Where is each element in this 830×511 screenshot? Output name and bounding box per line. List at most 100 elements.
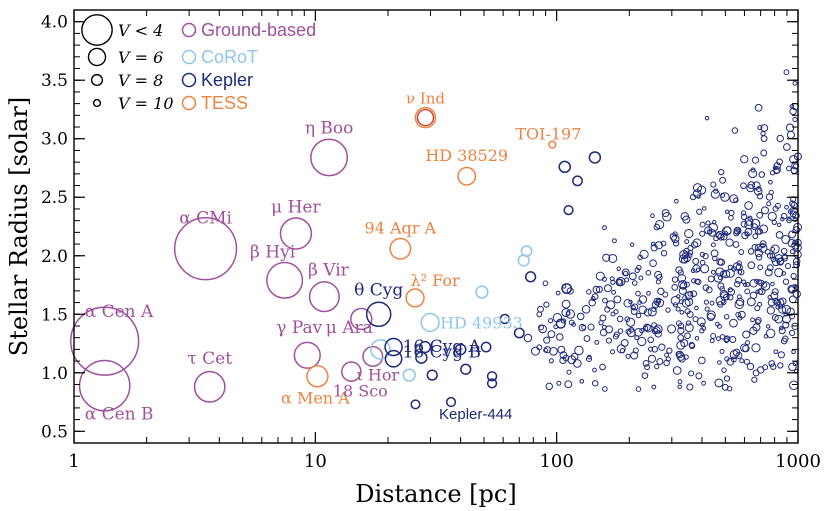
kepler-field-point [616, 315, 624, 323]
y-tick-label: 2.5 [41, 188, 68, 208]
kepler-field-point [585, 355, 593, 363]
corot-point [370, 339, 391, 360]
kepler-field-point [775, 304, 781, 310]
kepler-field-point [677, 334, 685, 341]
16-cyg-b-point [384, 349, 403, 368]
kepler-field-point [656, 297, 662, 303]
kepler-field-point [543, 301, 550, 308]
kepler-field-point [629, 242, 635, 247]
kepler-field-point [742, 282, 748, 288]
kepler-field-point [773, 349, 779, 355]
kepler-field-point [710, 332, 717, 339]
kepler-field-point [788, 362, 797, 372]
kepler-field-point [759, 240, 767, 248]
legend-color-label-tess: TESS [201, 93, 248, 113]
kepler-field-point [684, 332, 691, 340]
legend-size-label-2: V = 8 [118, 71, 163, 90]
hd-38529-label: HD 38529 [425, 146, 508, 165]
kepler-field-point [694, 278, 700, 285]
kepler-field-point [762, 364, 769, 371]
kepler-field-point [677, 326, 685, 335]
16-cyg-a-label: 16 Cyg A [403, 337, 482, 357]
kepler-field-point [720, 192, 726, 198]
kepler-field-point [612, 333, 619, 340]
kepler-field-point [622, 270, 629, 277]
kepler-field-point [601, 276, 608, 282]
kepler-point [561, 283, 573, 294]
kepler-field-point [626, 328, 636, 338]
kepler-field-point [724, 356, 730, 362]
kepler-field-point [744, 201, 753, 210]
kepler-field-point [746, 297, 756, 307]
kepler-field-point [760, 206, 769, 215]
kepler-field-point [599, 328, 608, 337]
x-tick-label: 1000 [775, 451, 821, 472]
kepler-field-point [792, 216, 798, 222]
kepler-field-point [765, 324, 771, 329]
kepler-field-point [755, 289, 760, 294]
kepler-field-point [740, 182, 747, 190]
kepler-field-point [623, 299, 632, 308]
kepler-field-point [761, 282, 768, 288]
kepler-field-point [637, 300, 642, 305]
kepler-field-point [662, 212, 672, 222]
kepler-field-point [733, 226, 742, 235]
kepler-field-point [683, 354, 689, 360]
16-cyg-a-point [384, 337, 403, 357]
kepler-field-point [595, 286, 603, 294]
legend: V < 4 V = 6 V = 8 V = 10 Ground-based CoRoT Ke… [81, 14, 316, 113]
kepler-field-point [611, 238, 617, 244]
kepler-field-point [792, 211, 800, 220]
kepler-field-point [751, 156, 760, 164]
kepler-field-point [616, 344, 626, 354]
kepler-field-point [715, 295, 726, 306]
kepler-field-point [616, 266, 622, 272]
hyi-point [266, 261, 304, 299]
kepler-field-point [766, 252, 774, 259]
kepler-field-point [665, 307, 671, 313]
kepler-field-point [729, 349, 739, 360]
kepler-field-point [547, 318, 554, 324]
kepler-point [460, 363, 472, 375]
kepler-field-point [556, 333, 564, 341]
kepler-field-point [754, 318, 761, 325]
kepler-field-point [769, 170, 776, 176]
kepler-field-point [555, 290, 561, 296]
kepler-field-point [781, 271, 787, 276]
boo-point [310, 138, 349, 177]
vir-point [308, 281, 340, 313]
kepler-field-point [690, 290, 698, 298]
kepler-field-point [655, 273, 663, 281]
kepler-field-point [717, 360, 722, 365]
kepler-field-point [669, 233, 678, 241]
kepler-field-point [708, 222, 718, 233]
kepler-field-point [647, 354, 656, 363]
kepler-field-point [747, 261, 756, 270]
kepler-field-point [768, 179, 773, 185]
kepler-field-point [603, 284, 612, 293]
kepler-field-point [725, 238, 734, 247]
kepler-field-point [694, 336, 700, 341]
kepler-field-point [742, 330, 751, 339]
94-aqr-a-label: 94 Aqr A [365, 219, 437, 238]
kepler-field-point [690, 268, 696, 274]
kepler-field-point [745, 340, 751, 346]
kepler-field-point [663, 359, 670, 367]
kepler-field-point [766, 306, 776, 315]
kepler-field-point [751, 223, 758, 231]
ara-label: μ Ara [326, 318, 373, 338]
kepler-field-point [709, 338, 715, 344]
kepler-point [558, 160, 571, 174]
kepler-field-point [757, 288, 764, 295]
kepler-field-point [752, 369, 760, 377]
kepler-field-point [549, 346, 558, 356]
kepler-field-point [566, 287, 574, 295]
kepler-field-point [720, 299, 727, 306]
legend-color-label-kepler: Kepler [201, 70, 253, 90]
kepler-field-point [705, 286, 713, 294]
kepler-field-point [570, 352, 579, 361]
kepler-field-point [769, 252, 776, 259]
kepler-field-point [728, 209, 735, 217]
men-a-label: α Men A [281, 388, 350, 407]
kepler-field-point [678, 280, 688, 290]
